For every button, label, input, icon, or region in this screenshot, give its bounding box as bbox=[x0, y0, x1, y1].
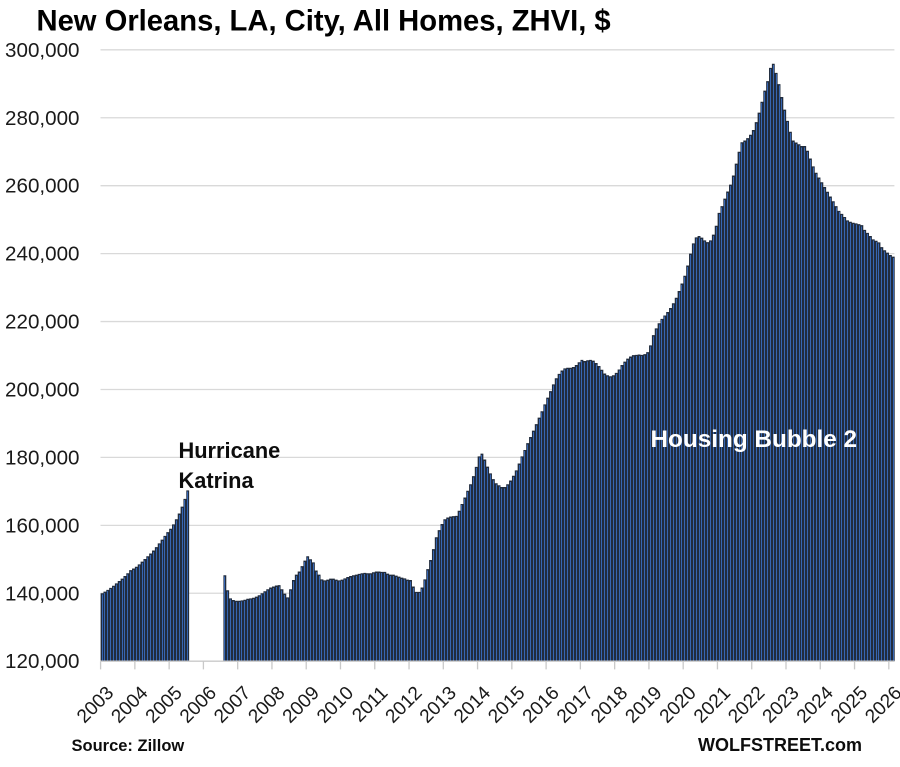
svg-text:120,000: 120,000 bbox=[5, 650, 79, 673]
svg-text:260,000: 260,000 bbox=[5, 175, 79, 198]
svg-text:WOLFSTREET.com: WOLFSTREET.com bbox=[698, 735, 862, 755]
svg-text:300,000: 300,000 bbox=[5, 39, 79, 62]
svg-text:140,000: 140,000 bbox=[5, 582, 79, 605]
svg-text:Source: Zillow: Source: Zillow bbox=[72, 737, 185, 755]
svg-text:Housing Bubble 2: Housing Bubble 2 bbox=[651, 426, 858, 453]
svg-text:New Orleans, LA, City, All Hom: New Orleans, LA, City, All Homes, ZHVI, … bbox=[37, 6, 611, 38]
svg-text:220,000: 220,000 bbox=[5, 311, 79, 334]
svg-text:180,000: 180,000 bbox=[5, 446, 79, 469]
svg-text:Katrina: Katrina bbox=[179, 468, 255, 493]
svg-text:200,000: 200,000 bbox=[5, 378, 79, 401]
svg-text:Hurricane: Hurricane bbox=[179, 438, 281, 463]
svg-text:160,000: 160,000 bbox=[5, 514, 79, 537]
svg-text:240,000: 240,000 bbox=[5, 243, 79, 266]
svg-text:280,000: 280,000 bbox=[5, 107, 79, 130]
